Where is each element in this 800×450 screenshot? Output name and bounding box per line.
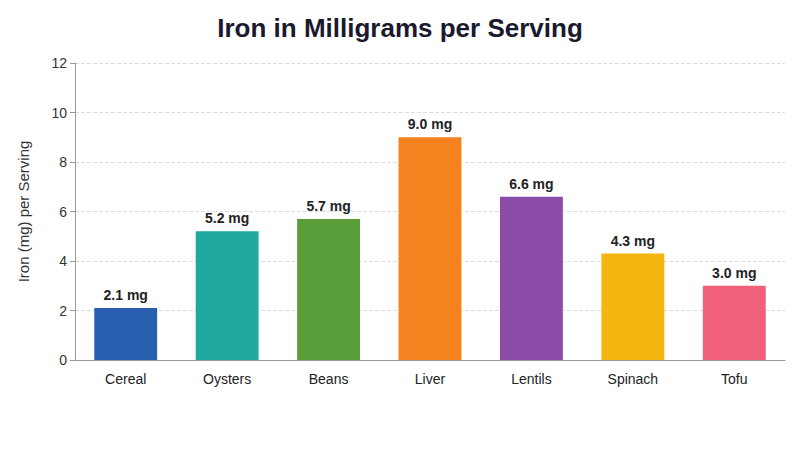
svg-text:Liver: Liver — [415, 371, 446, 387]
svg-text:2.1 mg: 2.1 mg — [104, 287, 148, 303]
svg-text:4.3 mg: 4.3 mg — [611, 233, 655, 249]
svg-text:12: 12 — [51, 55, 67, 71]
svg-text:Oysters: Oysters — [203, 371, 251, 387]
svg-text:Lentils: Lentils — [511, 371, 551, 387]
svg-text:6.6 mg: 6.6 mg — [509, 176, 553, 192]
svg-text:Iron (mg) per Serving: Iron (mg) per Serving — [15, 141, 32, 283]
svg-text:Beans: Beans — [309, 371, 349, 387]
svg-text:Spinach: Spinach — [608, 371, 659, 387]
svg-text:4: 4 — [59, 253, 67, 269]
svg-text:5.2 mg: 5.2 mg — [205, 210, 249, 226]
svg-text:5.7 mg: 5.7 mg — [306, 198, 350, 214]
svg-text:Tofu: Tofu — [721, 371, 747, 387]
svg-text:2: 2 — [59, 303, 67, 319]
svg-text:3.0 mg: 3.0 mg — [712, 265, 756, 281]
svg-text:Iron in Milligrams per Serving: Iron in Milligrams per Serving — [217, 13, 583, 43]
svg-text:0: 0 — [59, 352, 67, 368]
svg-text:Cereal: Cereal — [105, 371, 146, 387]
svg-text:10: 10 — [51, 105, 67, 121]
svg-text:6: 6 — [59, 204, 67, 220]
svg-text:9.0 mg: 9.0 mg — [408, 116, 452, 132]
svg-text:8: 8 — [59, 154, 67, 170]
